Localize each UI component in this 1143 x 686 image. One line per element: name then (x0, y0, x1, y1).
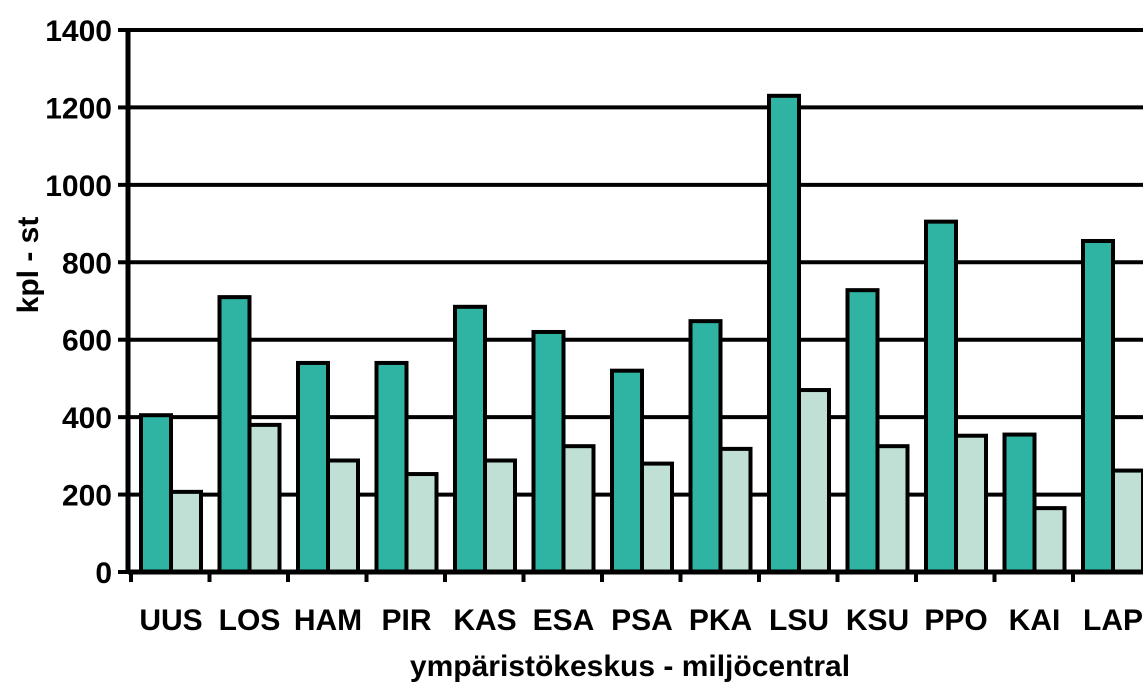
y-axis-title: kpl - st (12, 217, 45, 314)
bar-series-2-ksu (875, 444, 910, 574)
x-tick-label: LSU (769, 604, 829, 637)
bar-series-2-kai (1032, 506, 1067, 574)
x-tick-label: LOS (219, 604, 281, 637)
x-tick-label: PPO (924, 604, 987, 637)
bar-series-2-los (247, 422, 282, 574)
x-tick-label: LAP (1083, 604, 1143, 637)
bars (139, 93, 1143, 575)
y-tick-label: 400 (62, 402, 112, 435)
bar-series-2-uus (169, 489, 203, 574)
bar-series-2-lap (1111, 468, 1143, 574)
bar-series-1-ppo (924, 219, 958, 574)
x-tick-label: PKA (689, 604, 752, 637)
bar-series-2-esa (561, 444, 596, 574)
y-tick-labels: 0 200 400 600 800 1000 1200 1400 (45, 15, 112, 590)
bar-series-2-lsu (797, 388, 831, 574)
x-tick-label: PSA (611, 604, 673, 637)
axes (118, 28, 1143, 582)
bar-series-1-psa (610, 368, 644, 574)
bar-series-2-ppo (954, 433, 988, 574)
x-tick-label: KSU (846, 604, 909, 637)
y-tick-label: 200 (62, 480, 112, 513)
x-tick-label: PIR (381, 604, 431, 637)
bar-series-1-esa (531, 329, 566, 574)
y-tick-label: 800 (62, 247, 112, 280)
x-tick-label: HAM (294, 604, 362, 637)
bar-series-1-kai (1002, 432, 1037, 575)
bar-series-1-kas (453, 304, 487, 574)
bar-series-1-pir (374, 360, 409, 575)
bar-series-1-ham (296, 360, 330, 575)
bar-series-2-pka (718, 446, 753, 575)
bar-series-1-lap (1081, 238, 1115, 574)
x-axis-title: ympäristökeskus - miljöcentral (410, 650, 850, 683)
bar-series-2-pir (404, 472, 439, 574)
x-tick-label: UUS (139, 604, 202, 637)
y-tick-label: 1000 (45, 170, 112, 203)
x-tick-label: ESA (533, 604, 595, 637)
y-tick-label: 600 (62, 325, 112, 358)
x-tick-label: KAI (1009, 604, 1061, 637)
y-tick-label: 0 (95, 557, 112, 590)
bar-series-1-los (217, 295, 252, 574)
bar-series-2-psa (640, 461, 674, 575)
bar-series-2-kas (483, 458, 517, 575)
bar-series-1-pka (688, 319, 723, 575)
y-tick-label: 1400 (45, 15, 112, 48)
bar-series-1-lsu (767, 93, 801, 574)
x-tick-label: KAS (453, 604, 516, 637)
bar-series-1-ksu (845, 288, 880, 574)
y-tick-label: 1200 (45, 92, 112, 125)
bar-series-2-ham (326, 458, 360, 575)
bar-series-1-uus (139, 413, 173, 575)
x-tick-labels: UUS LOS HAM PIR KAS ESA PSA PKA LSU KSU PPO KAI LAP (139, 604, 1143, 637)
